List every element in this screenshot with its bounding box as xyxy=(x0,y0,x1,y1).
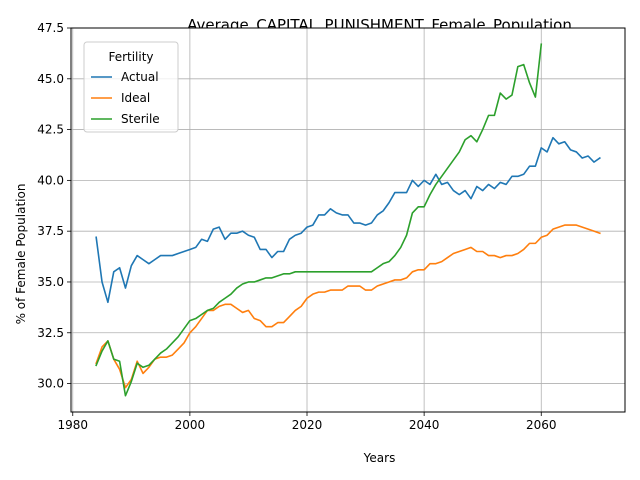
y-tick-label: 35.0 xyxy=(37,275,64,289)
x-axis: 1980 2000 2020 2040 2060 xyxy=(57,412,557,432)
legend-title: Fertility xyxy=(108,50,153,64)
legend-items: Actual Ideal Sterile xyxy=(91,70,160,126)
x-tick-label: 2020 xyxy=(292,418,323,432)
legend-label-ideal: Ideal xyxy=(121,91,150,105)
x-tick-label: 2060 xyxy=(526,418,557,432)
y-tick-label: 37.5 xyxy=(37,224,64,238)
legend: Fertility Actual Ideal Sterile xyxy=(83,41,179,133)
y-axis-label: % of Female Population xyxy=(14,184,28,325)
axes-frame xyxy=(70,27,626,413)
series-line-ideal xyxy=(95,224,601,389)
series-lines xyxy=(95,43,601,397)
gridlines xyxy=(71,27,625,412)
y-tick-label: 40.0 xyxy=(37,173,64,187)
y-tick-label: 47.5 xyxy=(37,21,64,35)
x-tick-label: 2040 xyxy=(409,418,440,432)
x-tick-label: 2000 xyxy=(175,418,206,432)
series-line-actual xyxy=(95,136,601,304)
legend-box xyxy=(83,41,179,133)
y-tick-label: 32.5 xyxy=(37,326,64,340)
legend-label-actual: Actual xyxy=(121,70,159,84)
x-tick-label: 1980 xyxy=(57,418,88,432)
x-axis-label: Years xyxy=(363,451,396,465)
y-tick-label: 45.0 xyxy=(37,72,64,86)
y-tick-label: 30.0 xyxy=(37,377,64,391)
series-line-sterile xyxy=(95,43,543,397)
y-tick-label: 42.5 xyxy=(37,123,64,137)
y-axis: 30.0 32.5 35.0 37.5 40.0 42.5 45.0 47.5 xyxy=(37,21,71,391)
legend-label-sterile: Sterile xyxy=(121,112,160,126)
